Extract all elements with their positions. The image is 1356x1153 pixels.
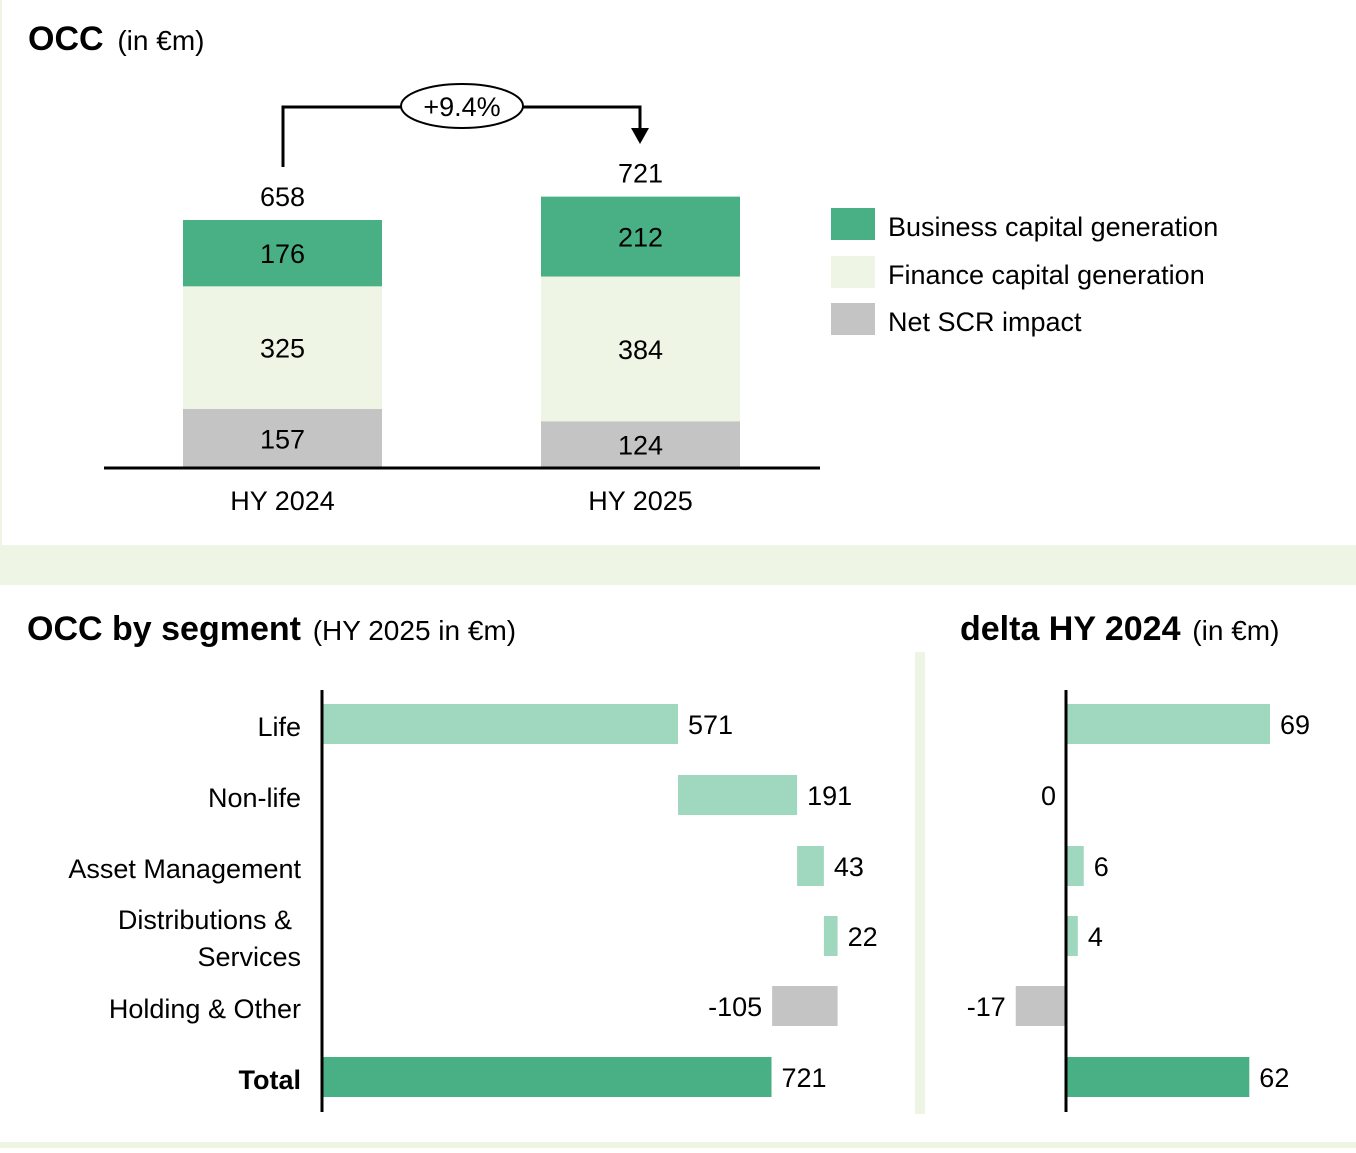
value-label: -105: [708, 992, 762, 1022]
delta-bar: [1066, 1057, 1250, 1097]
growth-label: +9.4%: [423, 92, 500, 122]
bar-segment: [183, 220, 382, 287]
segment-title: OCC by segment (HY 2025 in €m): [27, 610, 516, 648]
segment-waterfall-chart: 571 Life 191 Non-life 43 Asset Management 22 Di…: [68, 690, 878, 1112]
value-label: 0: [1041, 781, 1056, 811]
value-label: 721: [782, 1063, 827, 1093]
legend-label: Finance capital generation: [888, 260, 1205, 290]
category-label: Asset Management: [68, 854, 301, 884]
category-label: HY 2024: [230, 486, 335, 516]
legend-swatch: [831, 256, 875, 288]
category-label: Life: [257, 712, 301, 742]
section-separator-band: [0, 545, 1356, 585]
value-label: 22: [848, 922, 878, 952]
segment-label: 157: [260, 424, 305, 454]
value-label: 43: [834, 852, 864, 882]
segment-bar: [797, 846, 824, 886]
segment-label: 124: [618, 431, 663, 461]
bottom-band: [0, 1142, 1356, 1148]
segment-label: 212: [618, 223, 663, 253]
category-label: Services: [197, 942, 301, 972]
segment-bar: [322, 1057, 772, 1097]
delta-bar: [1066, 846, 1084, 886]
arrowhead-icon: [631, 128, 649, 144]
segment-bar: [823, 916, 838, 956]
category-label: Distributions &: [118, 905, 292, 935]
value-label: 6: [1094, 852, 1109, 882]
value-label: 62: [1259, 1063, 1289, 1093]
category-label: HY 2025: [588, 486, 693, 516]
segment-label: 176: [260, 239, 305, 269]
delta-bar: [1015, 986, 1066, 1026]
value-label: -17: [967, 992, 1006, 1022]
growth-badge: [400, 83, 524, 129]
category-label: Non-life: [208, 783, 301, 813]
total-label: 658: [260, 182, 305, 212]
delta-bar-chart: 69 0 6 4 -17 62: [967, 690, 1310, 1112]
segment-bar: [678, 775, 798, 815]
value-label: 571: [688, 710, 733, 740]
segment-bar: [772, 986, 838, 1026]
legend-swatch: [831, 208, 875, 240]
legend-label: Business capital generation: [888, 212, 1218, 242]
delta-bar: [1066, 704, 1270, 744]
bar-segment: [541, 276, 740, 422]
bar-segment: [541, 421, 740, 468]
delta-bar: [1066, 916, 1078, 956]
total-label: 721: [618, 159, 663, 189]
legend-swatch: [831, 303, 875, 335]
category-label: Total: [239, 1065, 302, 1095]
bar-segment: [183, 408, 382, 468]
delta-title: delta HY 2024 (in €m): [960, 610, 1279, 648]
segment-label: 384: [618, 335, 663, 365]
occ-title: OCC (in €m): [28, 20, 204, 58]
bar-segment: [183, 286, 382, 409]
segment-bar: [322, 704, 678, 744]
category-label: Holding & Other: [109, 994, 301, 1024]
left-border: [0, 0, 2, 545]
bar-segment: [541, 196, 740, 277]
occ-stacked-chart: 157 325 176 658 HY 2024 124 384 212 721 HY 2025 +9…: [104, 83, 1218, 516]
value-label: 4: [1088, 922, 1103, 952]
vertical-divider: [915, 652, 925, 1114]
segment-label: 325: [260, 334, 305, 364]
legend-label: Net SCR impact: [888, 307, 1082, 337]
value-label: 191: [807, 781, 852, 811]
value-label: 69: [1280, 710, 1310, 740]
